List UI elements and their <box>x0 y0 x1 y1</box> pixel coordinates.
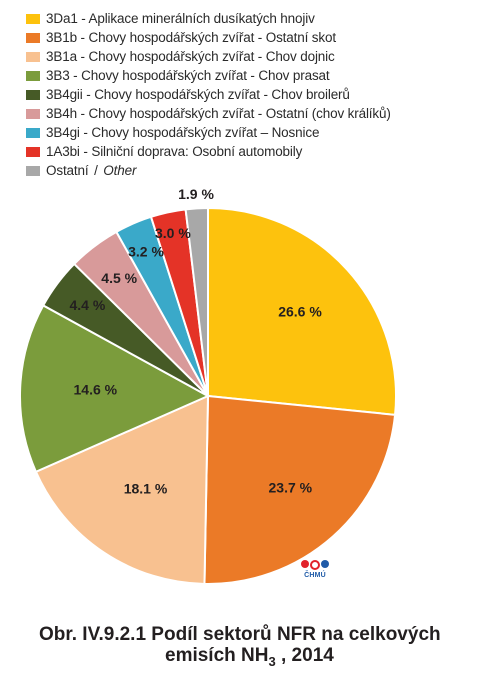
legend-label: 3B4gii - Chovy hospodářských zvířat - Ch… <box>46 86 350 102</box>
pie-data-label: 26.6 % <box>278 304 322 320</box>
legend-item: 3B4h - Chovy hospodářských zvířat - Osta… <box>26 104 496 123</box>
legend-swatch <box>26 70 40 81</box>
figure-caption: Obr. IV.9.2.1 Podíl sektorů NFR na celko… <box>39 624 504 669</box>
pie-data-label: 3.2 % <box>128 244 164 260</box>
chmu-logo-text: ČHMÚ <box>304 572 326 579</box>
legend-swatch <box>26 32 40 43</box>
legend-text: Chovy hospodářských zvířat - Chov broile… <box>94 86 350 102</box>
legend-text: Chovy hospodářských zvířat – Nosnice <box>91 124 320 140</box>
legend-code: 3B4h <box>46 105 77 121</box>
legend-item: 1A3bi - Silniční doprava: Osobní automob… <box>26 142 496 161</box>
legend-text: Chovy hospodářských zvířat - Ostatní (ch… <box>88 105 391 121</box>
legend-code: 1A3bi <box>46 143 80 159</box>
legend-text: Chovy hospodářských zvířat - Chov dojnic <box>88 48 335 64</box>
pie-data-label: 3.0 % <box>155 225 191 241</box>
legend-item: 3Da1 - Aplikace minerálních dusíkatých h… <box>26 9 496 28</box>
legend-swatch <box>26 89 40 100</box>
caption-line-1: Obr. IV.9.2.1 Podíl sektorů NFR na celko… <box>39 624 441 645</box>
legend-text: Aplikace minerálních dusíkatých hnojiv <box>88 10 315 26</box>
legend-text: Chovy hospodářských zvířat - Ostatní sko… <box>88 29 337 45</box>
legend-swatch <box>26 146 40 157</box>
legend-label: 3B4gi - Chovy hospodářských zvířat – Nos… <box>46 124 320 140</box>
legend-code: 3B3 <box>46 67 70 83</box>
legend-item: 3B4gii - Chovy hospodářských zvířat - Ch… <box>26 85 496 104</box>
legend-label: 3B3 - Chovy hospodářských zvířat - Chov … <box>46 67 330 83</box>
pie-data-label: 4.4 % <box>69 297 105 313</box>
legend-code: Ostatní <box>46 162 89 178</box>
pie-slice <box>203 394 397 585</box>
legend-text: Chovy hospodářských zvířat - Chov prasat <box>81 67 330 83</box>
pie-data-label: 18.1 % <box>124 481 168 497</box>
legend-code: 3B1b <box>46 29 77 45</box>
legend-code: 3B4gii <box>46 86 83 102</box>
legend-text: Silniční doprava: Osobní automobily <box>91 143 303 159</box>
legend-label: 3B1b - Chovy hospodářských zvířat - Osta… <box>46 29 337 45</box>
legend-swatch <box>26 13 40 24</box>
legend-code: 3B1a <box>46 48 77 64</box>
caption-line-2: emisích NH3 , 2014 <box>39 645 504 669</box>
caption-line-2-year: , 2014 <box>275 645 334 666</box>
pie-slice <box>19 304 211 474</box>
chart-legend: 3Da1 - Aplikace minerálních dusíkatých h… <box>26 9 496 180</box>
legend-code: 3B4gi <box>46 124 80 140</box>
pie-slice <box>207 206 397 416</box>
pie-slice <box>34 394 210 585</box>
pie-data-label: 1.9 % <box>178 186 214 202</box>
pie-chart: 26.6 % 23.7 % 18.1 % 14.6 % 4.4 % 4.5 % 3.2 % 3… <box>19 186 397 585</box>
legend-label: 3B4h - Chovy hospodářských zvířat - Osta… <box>46 105 391 121</box>
legend-item: 3B1a - Chovy hospodářských zvířat - Chov… <box>26 47 496 66</box>
legend-item: 3B4gi - Chovy hospodářských zvířat – Nos… <box>26 123 496 142</box>
legend-label: 1A3bi - Silniční doprava: Osobní automob… <box>46 143 303 159</box>
legend-swatch <box>26 108 40 119</box>
pie-data-label: 4.5 % <box>101 270 137 286</box>
pie-data-label: 14.6 % <box>74 382 118 398</box>
legend-label: 3Da1 - Aplikace minerálních dusíkatých h… <box>46 10 315 26</box>
legend-label: 3B1a - Chovy hospodářských zvířat - Chov… <box>46 48 335 64</box>
legend-code: 3Da1 <box>46 10 78 26</box>
legend-swatch <box>26 51 40 62</box>
legend-label: Ostatní / Other <box>46 162 137 178</box>
caption-subscript: 3 <box>268 653 276 669</box>
legend-swatch <box>26 165 40 176</box>
legend-swatch <box>26 127 40 138</box>
pie-slice <box>184 206 209 397</box>
chmu-logo: ČHMÚ <box>300 560 330 594</box>
caption-line-2-text: emisích NH <box>165 645 269 666</box>
legend-item: Ostatní / Other <box>26 161 496 180</box>
chmu-logo-icon <box>300 560 330 570</box>
pie-data-label: 23.7 % <box>269 480 313 496</box>
legend-text: Other <box>103 162 137 178</box>
legend-item: 3B3 - Chovy hospodářských zvířat - Chov … <box>26 66 496 85</box>
legend-item: 3B1b - Chovy hospodářských zvířat - Osta… <box>26 28 496 47</box>
